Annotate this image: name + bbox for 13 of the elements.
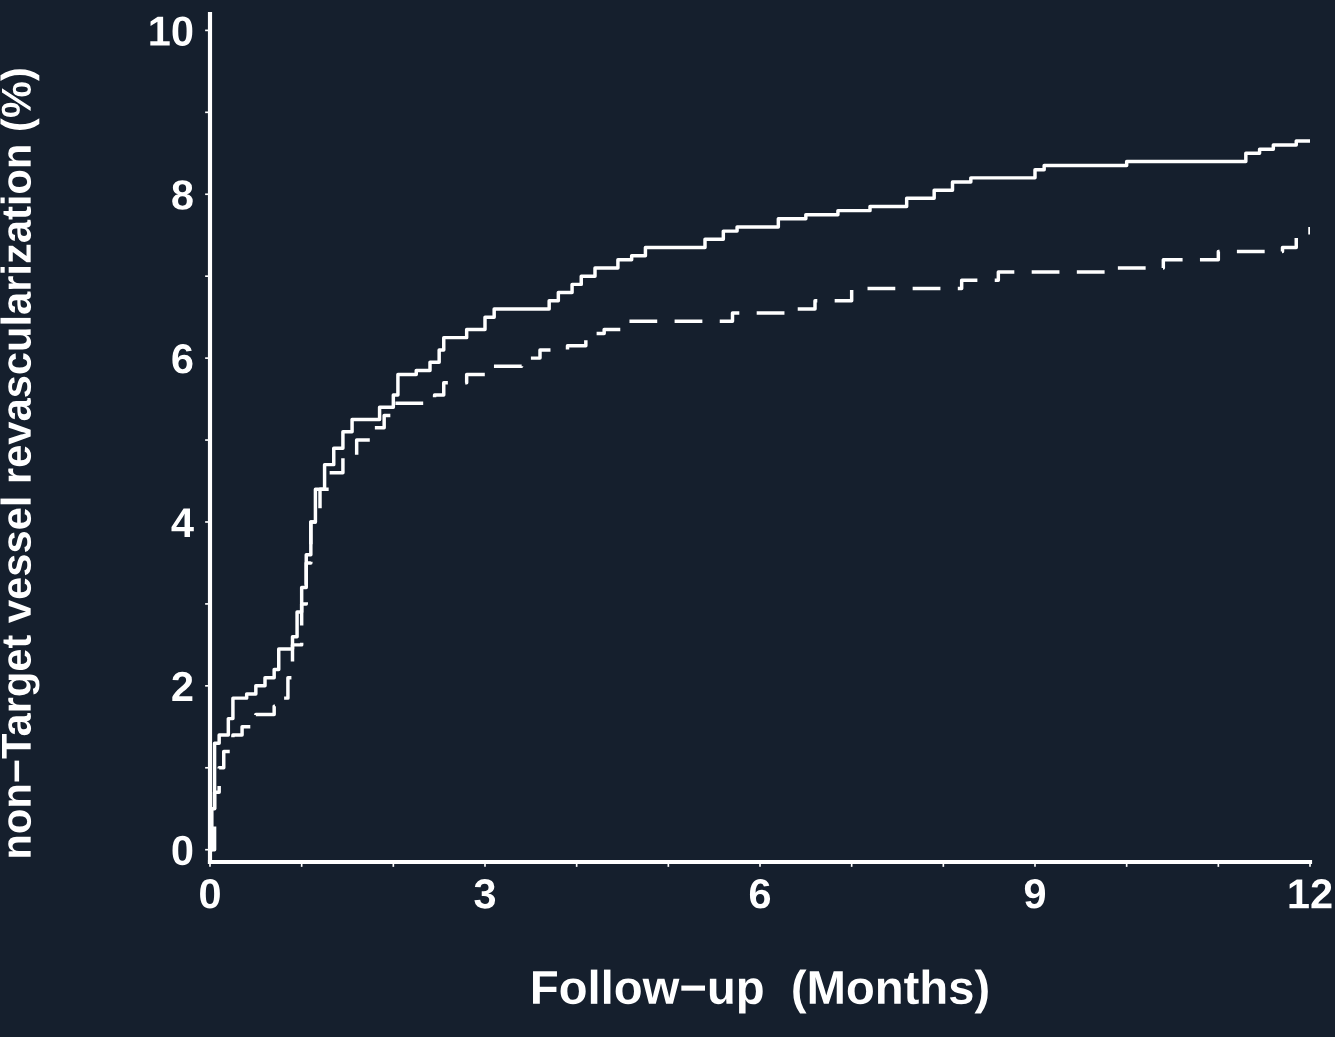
x-tick-label: 9 <box>1024 879 1046 909</box>
x-tick-label: 0 <box>200 879 220 909</box>
y-tick-label: 6 <box>172 344 193 374</box>
y-tick-label: 0 <box>172 835 193 866</box>
x-tick-label: 12 <box>1289 879 1332 909</box>
y-tick-label: 8 <box>172 180 193 210</box>
y-tick-label: 2 <box>172 671 193 701</box>
y-axis-title: non−Target vessel revascularization (%) <box>0 69 40 857</box>
y-tick-label: 10 <box>150 16 193 46</box>
x-axis-title: Follow−up (Months) <box>533 969 988 1014</box>
y-tick-label: 4 <box>171 508 194 538</box>
x-tick-label: 6 <box>749 879 771 909</box>
x-tick-label: 3 <box>474 879 496 909</box>
